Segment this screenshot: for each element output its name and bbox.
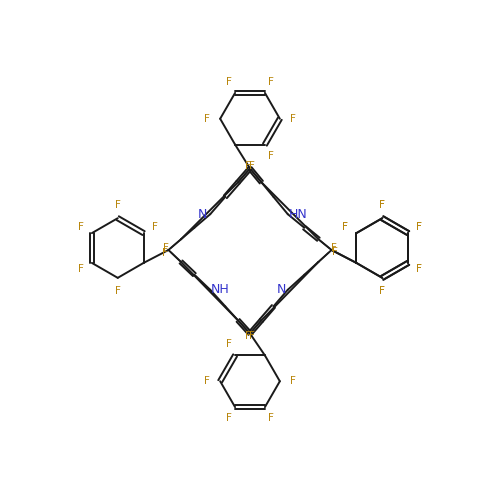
Text: F: F	[163, 242, 169, 252]
Text: F: F	[416, 264, 422, 274]
Text: F: F	[162, 248, 168, 258]
Text: F: F	[226, 339, 232, 349]
Text: F: F	[268, 151, 274, 161]
Text: F: F	[342, 222, 348, 232]
Text: F: F	[331, 243, 337, 253]
Text: F: F	[380, 200, 385, 210]
Text: N: N	[277, 284, 286, 296]
Text: F: F	[115, 286, 120, 296]
Text: F: F	[332, 248, 338, 258]
Text: F: F	[204, 376, 210, 386]
Text: F: F	[342, 222, 348, 232]
Text: F: F	[244, 331, 250, 341]
Text: F: F	[115, 200, 120, 210]
Text: F: F	[78, 222, 84, 232]
Text: F: F	[152, 222, 158, 232]
Text: F: F	[416, 222, 422, 232]
Text: F: F	[204, 114, 210, 124]
Text: NH: NH	[211, 284, 230, 296]
Text: F: F	[380, 286, 385, 296]
Text: F: F	[380, 286, 385, 296]
Text: F: F	[226, 414, 232, 424]
Text: F: F	[290, 114, 296, 124]
Text: F: F	[290, 376, 296, 386]
Text: HN: HN	[288, 208, 307, 220]
Text: F: F	[249, 162, 254, 172]
Text: F: F	[249, 331, 255, 341]
Text: F: F	[380, 200, 385, 210]
Text: F: F	[416, 264, 422, 274]
Text: F: F	[226, 76, 232, 86]
Text: F: F	[268, 76, 274, 86]
Text: F: F	[416, 222, 422, 232]
Text: F: F	[245, 161, 251, 171]
Text: N: N	[198, 208, 207, 220]
Text: F: F	[78, 264, 84, 274]
Text: F: F	[268, 414, 274, 424]
